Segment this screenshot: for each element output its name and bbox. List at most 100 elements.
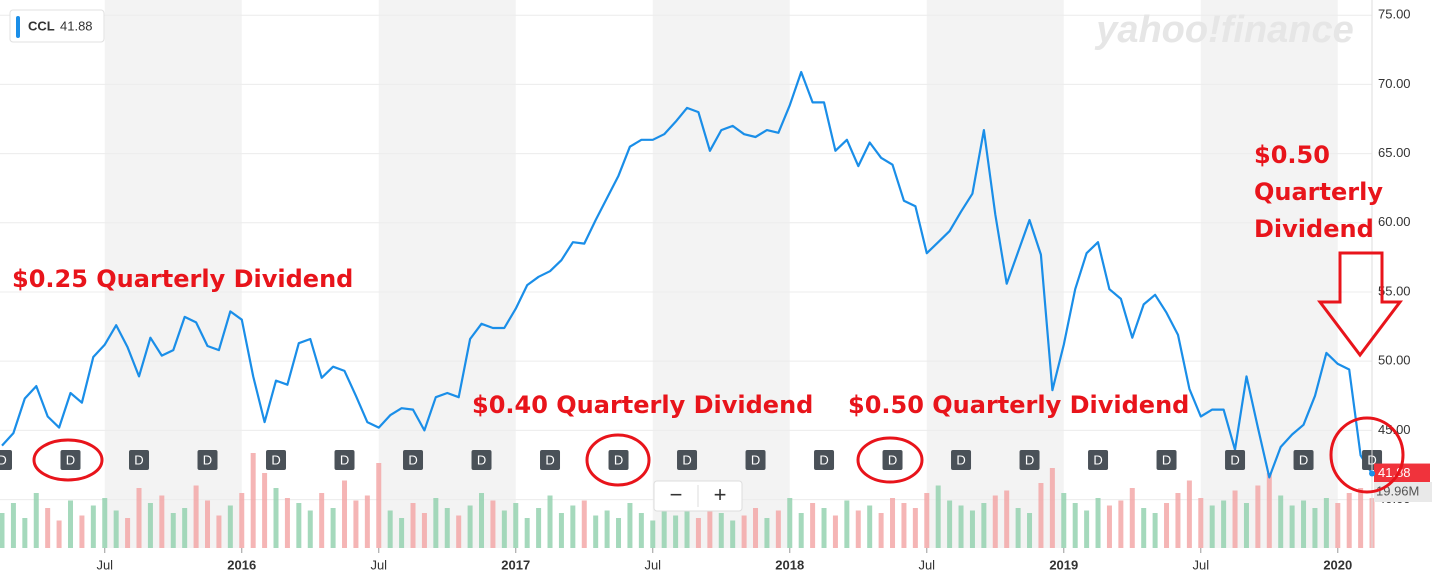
dividend-label: D [0,452,7,467]
volume-bar [1118,500,1124,548]
dividend-label: D [1093,452,1102,467]
volume-bar [935,485,941,548]
volume-bar [718,513,724,548]
zoom-in[interactable]: + [714,482,727,507]
annotation: $0.40 Quarterly Dividend [472,391,813,419]
x-tick-label: 2017 [501,557,530,572]
volume-bar [1164,503,1170,548]
band [1200,0,1338,548]
x-tick-label: Jul [918,557,935,572]
volume-bar [125,518,131,548]
annotation: $0.50 [1254,141,1330,169]
dividend-marker [1019,450,1040,470]
volume-bar [1346,493,1352,548]
band [926,0,1064,548]
volume-bar [56,520,62,548]
arrow [1316,251,1404,358]
volume-bar [1004,490,1010,548]
dividend-marker [608,450,629,470]
dividend-marker [1156,450,1177,470]
volume-bar [136,488,142,548]
dividend-label: D [682,452,691,467]
volume-bar [969,510,975,548]
annotation: $0.25 Quarterly Dividend [12,265,353,293]
volume-bar [1221,500,1227,548]
volume-bar [501,510,507,548]
x-tick-label: 2019 [1049,557,1078,572]
y-tick-label: 75.00 [1378,7,1411,22]
volume-bar [170,513,176,548]
dividend-marker [129,450,150,470]
volume-bar [1278,495,1284,548]
dividend-label: D [956,452,965,467]
volume-bar [1312,508,1318,548]
volume-bar [1084,510,1090,548]
volume-bar [901,503,907,548]
volume-bar [159,495,165,548]
x-tick-label: 2016 [227,557,256,572]
volume-bar [1049,468,1055,548]
dividend-marker [540,450,561,470]
volume-bar [1243,503,1249,548]
volume-bar [68,500,74,548]
volume-bar [1129,488,1135,548]
volume-bar [1015,508,1021,548]
dividend-label: D [1162,452,1171,467]
volume-bar [387,510,393,548]
dividend-label: D [888,452,897,467]
volume-bar [227,505,233,548]
dividend-label: D [271,452,280,467]
volume-bar [45,508,51,548]
zoom-out[interactable]: − [670,482,683,507]
volume-bar [593,515,599,548]
dividend-marker [745,450,766,470]
volume-bar [102,498,108,548]
price-badge [1374,463,1430,484]
highlights [32,251,1405,494]
dividend-label: D [66,452,75,467]
volume-bar [1141,508,1147,548]
x-tick-label: Jul [644,557,661,572]
dividend-marker [403,450,424,470]
dividend-label: D [477,452,486,467]
legend [9,9,105,43]
volume-bar [912,508,918,548]
volume-bar [490,500,496,548]
x-tick-label: Jul [96,557,113,572]
volume-bar [627,503,633,548]
legend-symbol: CCL [28,18,55,33]
volume-bar [958,505,964,548]
volume-bar [810,503,816,548]
volume-bar [421,513,427,548]
dividend-marker [60,450,81,470]
volume-bar [330,508,336,548]
volume-bar [273,488,279,548]
volume-bar [821,508,827,548]
dividend-label: D [819,452,828,467]
volume-bar [775,510,781,548]
price-line [1,70,1373,479]
band [104,0,242,548]
volume-bar [855,510,861,548]
dividend-label: D [134,452,143,467]
volume-bar [1175,493,1181,548]
circle [1329,416,1405,494]
dividend-marker [197,450,218,470]
dividend-marker [334,450,355,470]
volume-bar [890,498,896,548]
grid [0,14,1372,501]
volume-badge [1374,482,1432,502]
volume-bar [1358,488,1364,548]
volume-bar [182,508,188,548]
volume-bar [695,518,701,548]
volume-bar [456,515,462,548]
volume-bar [673,515,679,548]
volume-bar [1335,503,1341,548]
volume-bar [262,473,268,548]
dividend-marker [677,450,698,470]
y-tick-label: 65.00 [1378,145,1411,160]
volume-bar [216,515,222,548]
dividend-label: D [545,452,554,467]
volume-bar [753,508,759,548]
